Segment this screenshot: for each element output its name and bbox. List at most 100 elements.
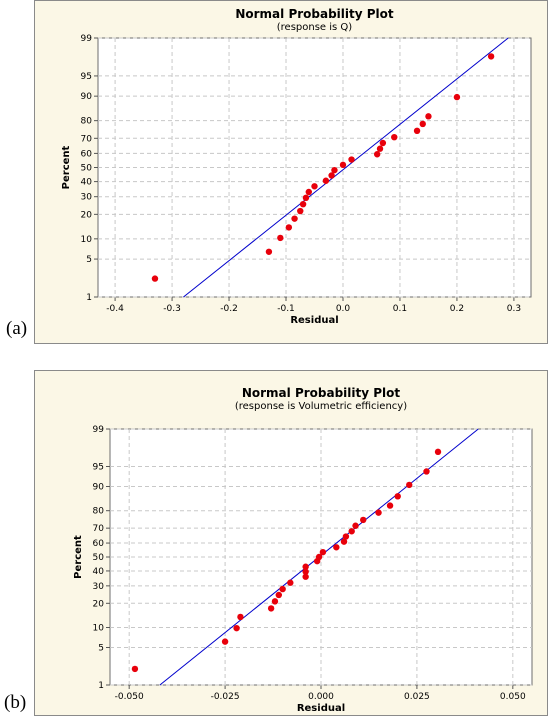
y-tick-label: 50 — [93, 553, 105, 563]
data-point — [376, 145, 384, 152]
data-point — [375, 509, 382, 516]
data-point — [423, 468, 430, 475]
data-point — [322, 177, 330, 184]
data-point — [348, 528, 355, 535]
data-point — [299, 200, 307, 208]
y-tick-label: 70 — [93, 524, 105, 534]
data-point — [277, 234, 284, 242]
data-point — [333, 544, 340, 551]
data-point — [386, 502, 394, 509]
y-tick-label: 50 — [81, 164, 93, 174]
normal-probability-plot-a: -0.4 -0.3 -0.2 -0.1 0.0 0.1 0.2 0.3 1 5 10 20 30 40 50… — [61, 7, 532, 326]
data-point — [487, 53, 495, 60]
data-point — [291, 215, 298, 222]
chart-subtitle: (response is Volumetric efficiency) — [235, 401, 407, 412]
x-axis-label: Residual — [297, 703, 345, 714]
data-point — [302, 573, 309, 580]
y-tick-label: 5 — [86, 255, 92, 265]
y-tick-label: 99 — [81, 34, 93, 44]
data-point — [279, 585, 286, 593]
x-tick-label: 0.000 — [308, 692, 334, 702]
data-point — [434, 448, 442, 456]
data-point — [328, 172, 335, 179]
data-point — [342, 533, 350, 540]
x-tick-label: -0.025 — [211, 692, 240, 702]
y-tick-label: 40 — [93, 567, 105, 577]
x-tick-label: 0.025 — [404, 692, 430, 702]
data-point — [131, 665, 139, 673]
chart-figure-b: -0.050 -0.025 0.000 0.025 0.050 1 5 10 20 30 40 50 6… — [34, 370, 548, 716]
data-point — [339, 161, 347, 169]
x-tick-label: -0.3 — [163, 304, 181, 314]
data-point — [285, 224, 293, 231]
chart-figure-a: -0.4 -0.3 -0.2 -0.1 0.0 0.1 0.2 0.3 1 5 10 20 30 40 50… — [34, 0, 548, 344]
y-tick-label: 60 — [81, 149, 93, 159]
data-point — [267, 605, 275, 612]
chart-title: Normal Probability Plot — [235, 7, 394, 21]
data-point — [373, 151, 381, 158]
y-tick-label: 20 — [93, 599, 105, 609]
y-tick-label: 90 — [93, 482, 105, 492]
y-tick-label: 40 — [81, 178, 93, 188]
data-point — [287, 579, 294, 586]
data-point — [413, 127, 421, 135]
x-tick-label: -0.1 — [277, 304, 295, 314]
panel-label-b: (b) — [4, 692, 27, 713]
x-tick-label: -0.2 — [220, 304, 238, 314]
y-tick-label: 10 — [93, 624, 105, 634]
data-point — [379, 139, 387, 147]
data-point — [311, 183, 318, 190]
y-tick-label: 5 — [98, 644, 104, 654]
chart-subtitle: (response is Q) — [277, 22, 353, 33]
y-tick-label: 90 — [81, 92, 93, 102]
data-point — [340, 538, 348, 545]
y-tick-label: 80 — [81, 117, 93, 127]
data-point — [151, 275, 159, 282]
normal-probability-plot-b: -0.050 -0.025 0.000 0.025 0.050 1 5 10 20 30 40 50 6… — [73, 386, 533, 714]
data-point — [319, 548, 327, 556]
y-tick-label: 95 — [81, 72, 92, 82]
data-point — [297, 207, 304, 215]
data-point — [302, 194, 310, 202]
data-point — [305, 188, 313, 196]
y-tick-label: 80 — [93, 507, 105, 517]
x-tick-label: 0.1 — [393, 304, 407, 314]
data-point — [221, 638, 229, 645]
y-axis-label: Percent — [73, 535, 84, 579]
y-tick-label: 30 — [93, 582, 105, 592]
fit-line — [183, 37, 509, 298]
y-tick-label: 10 — [81, 235, 93, 245]
data-point — [391, 133, 398, 141]
panel-label-a: (a) — [6, 318, 28, 339]
data-point — [265, 248, 273, 255]
y-tick-label: 95 — [93, 462, 104, 472]
data-point — [233, 624, 240, 632]
data-point — [271, 598, 279, 605]
data-point — [302, 568, 309, 575]
data-point — [315, 553, 323, 561]
data-point — [352, 522, 359, 529]
data-point — [406, 481, 413, 489]
y-tick-label: 99 — [93, 425, 105, 435]
data-point — [302, 563, 309, 570]
data-point — [331, 166, 338, 174]
y-tick-label: 30 — [81, 193, 93, 203]
data-point — [348, 156, 355, 163]
x-tick-label: 0.050 — [500, 692, 526, 702]
x-tick-label: 0.0 — [336, 304, 351, 314]
chart-title: Normal Probability Plot — [242, 386, 401, 400]
y-tick-label: 60 — [93, 539, 105, 549]
data-point — [394, 493, 401, 500]
x-tick-label: -0.050 — [115, 692, 144, 702]
x-tick-label: 0.3 — [507, 304, 521, 314]
x-axis-label: Residual — [290, 315, 338, 326]
y-axis-label: Percent — [61, 145, 72, 189]
data-point — [453, 93, 461, 101]
data-point — [419, 120, 426, 128]
data-point — [360, 516, 367, 524]
data-point — [275, 591, 282, 599]
y-tick-label: 1 — [86, 293, 92, 303]
data-point — [425, 113, 432, 120]
x-tick-label: -0.4 — [106, 304, 124, 314]
y-tick-label: 1 — [98, 681, 104, 691]
